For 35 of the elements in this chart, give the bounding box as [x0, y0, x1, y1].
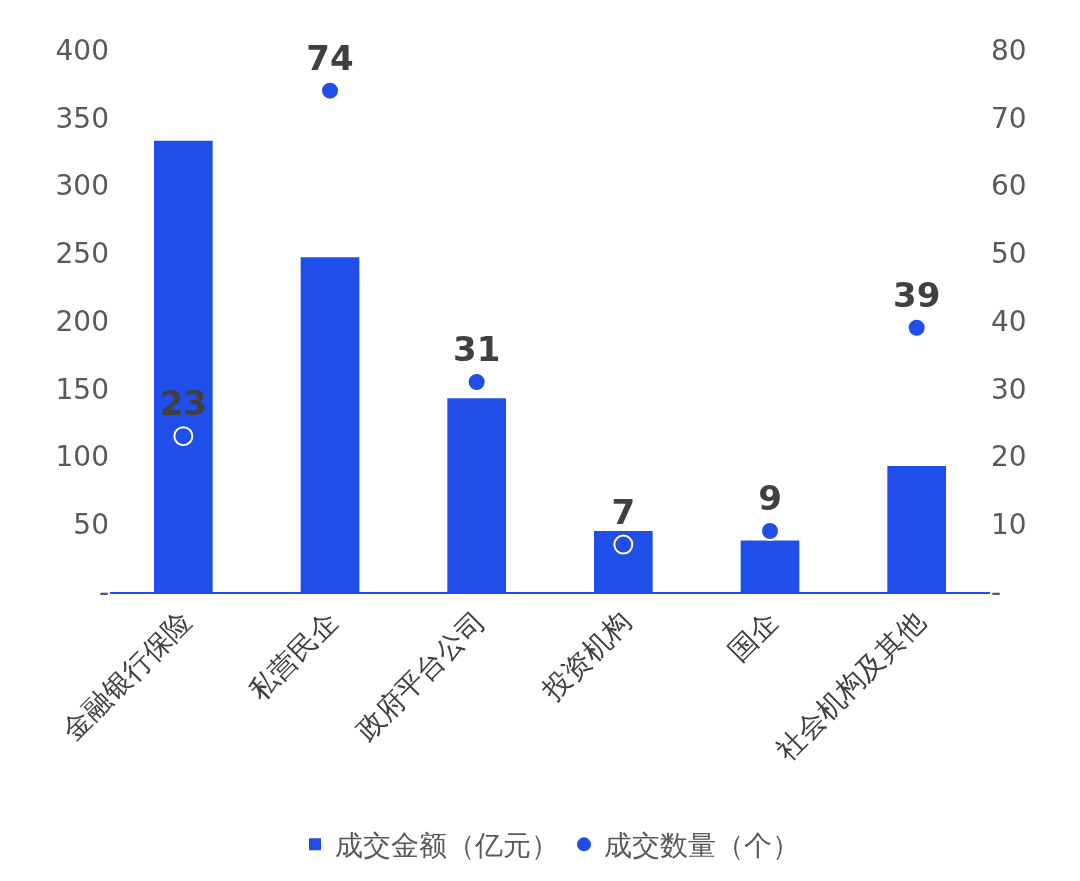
y-tick-label: 50: [73, 508, 109, 542]
point: [173, 426, 194, 447]
legend-label: 成交数量（个）: [604, 829, 800, 863]
point: [466, 371, 487, 392]
x-tick-label: 投资机构: [534, 604, 639, 709]
data-label: 23: [159, 383, 207, 424]
y-tick-label: 250: [55, 237, 109, 271]
y2-tick-label: 10: [991, 508, 1027, 542]
x-tick-label: 私营民企: [242, 604, 345, 708]
y2-tick-label: 40: [991, 304, 1027, 338]
point: [760, 521, 780, 542]
point: [906, 317, 927, 338]
y2-tick-label: 30: [991, 372, 1027, 406]
data-label: 7: [611, 491, 636, 532]
x-tick-label: 政府平台公司: [349, 604, 492, 747]
y-tick-label: 150: [55, 372, 109, 406]
y2-tick-label: 20: [991, 440, 1027, 474]
y2-tick-label: 80: [991, 33, 1027, 67]
y2-tick-label: 60: [991, 169, 1027, 203]
y-tick-label: 100: [55, 440, 109, 474]
y-tick-label: 400: [55, 33, 109, 67]
y-tick-label: 350: [55, 101, 109, 135]
legend-label: 成交金额（亿元）: [335, 829, 559, 863]
y2-tick-label: 50: [991, 237, 1027, 271]
data-label: 9: [758, 478, 782, 519]
data-label: 39: [893, 275, 941, 316]
data-label: 31: [453, 329, 501, 370]
y-tick-label: 200: [55, 304, 109, 338]
y2-tick-label: 70: [991, 101, 1027, 135]
point: [613, 534, 634, 555]
data-label: 74: [306, 37, 354, 78]
x-tick-label: 国企: [721, 604, 785, 668]
point: [320, 80, 340, 101]
y-tick-label: 300: [55, 169, 109, 203]
y2-tick-label: -: [991, 575, 1002, 609]
